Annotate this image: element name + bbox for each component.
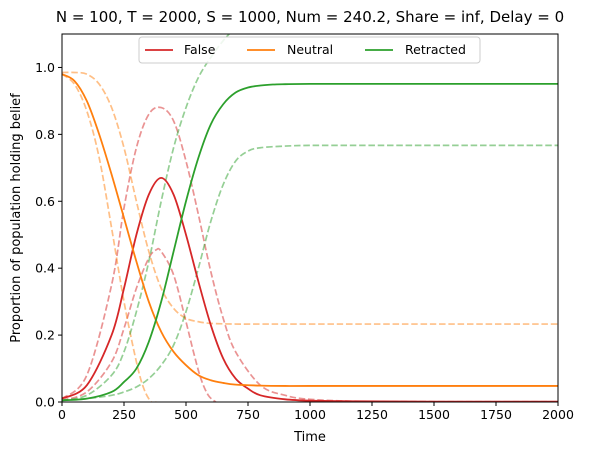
plot-frame <box>61 33 559 403</box>
y-axis-label: Proportion of population holding belief <box>9 93 24 343</box>
series-line-false-dashed-3 <box>62 106 558 402</box>
series-line-neutral-dashed-5 <box>62 71 558 325</box>
x-tick-label: 250 <box>112 407 136 422</box>
y-tick-label: 0.6 <box>35 194 55 209</box>
series-line-retracted-dashed-8 <box>62 34 231 402</box>
legend-label-neutral: Neutral <box>287 42 333 57</box>
y-tick-label: 1.0 <box>35 60 55 75</box>
x-tick-label: 1500 <box>418 407 450 422</box>
x-tick-label: 1250 <box>356 407 388 422</box>
legend: False Neutral Retracted <box>138 36 481 64</box>
y-tick-label: 0.4 <box>35 261 55 276</box>
x-tick-label: 2000 <box>542 407 574 422</box>
y-tick-label: 0.0 <box>35 395 55 410</box>
y-tick-label: 0.8 <box>35 127 55 142</box>
x-tick-label: 1000 <box>294 407 326 422</box>
x-tick-label: 500 <box>174 407 198 422</box>
y-axis-ticks: 0.0 0.2 0.4 0.6 0.8 1.0 <box>35 60 62 410</box>
legend-box <box>138 36 481 64</box>
y-tick-label: 0.2 <box>35 328 55 343</box>
series-line-neutral <box>62 73 558 387</box>
series-line-retracted <box>62 82 558 402</box>
legend-label-retracted: Retracted <box>405 42 466 57</box>
x-tick-label: 1750 <box>480 407 512 422</box>
series-line-retracted-dashed-7 <box>62 144 558 402</box>
chart-title: N = 100, T = 2000, S = 1000, Num = 240.2… <box>56 8 564 26</box>
x-tick-label: 750 <box>236 407 260 422</box>
x-axis-label: Time <box>293 430 326 445</box>
legend-label-false: False <box>184 42 216 57</box>
x-axis-ticks: 0 250 500 750 1000 1250 1500 1750 2000 <box>58 402 574 422</box>
series-layer <box>62 34 558 402</box>
series-line-false <box>62 176 558 402</box>
x-tick-label: 0 <box>58 407 66 422</box>
series-line-neutral-dashed-6 <box>62 73 157 402</box>
